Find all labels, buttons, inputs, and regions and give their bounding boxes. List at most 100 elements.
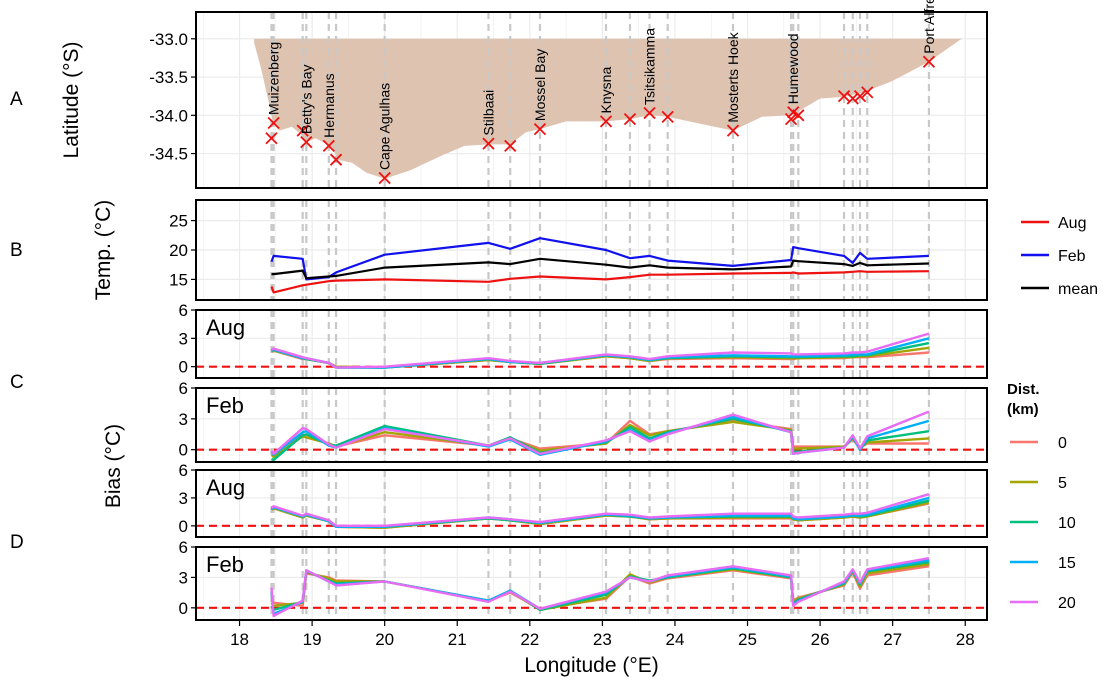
series-line-20 bbox=[270, 410, 930, 455]
legend-label: 20 bbox=[1058, 595, 1076, 612]
site-marker bbox=[504, 139, 517, 153]
town-label: Cape Agulhas bbox=[377, 83, 393, 170]
site-marker bbox=[643, 106, 656, 120]
y-tick-label: -34.0 bbox=[149, 106, 188, 125]
site-marker-stroke bbox=[267, 116, 280, 130]
y-tick-label: 20 bbox=[169, 241, 188, 260]
town-label: Mossel Bay bbox=[532, 49, 548, 121]
series-line-Aug bbox=[270, 270, 929, 294]
site-marker bbox=[482, 137, 495, 150]
legend-label: mean bbox=[1058, 281, 1098, 298]
site-marker-stroke bbox=[300, 135, 313, 149]
x-tick-label: 24 bbox=[665, 630, 684, 649]
town-label: Mosterts Hoek bbox=[725, 31, 741, 122]
site-marker-stroke bbox=[504, 139, 517, 153]
y-tick-label: -33.0 bbox=[149, 30, 188, 49]
site-marker bbox=[661, 110, 674, 123]
panel-c-aug: Aug 0 3 6 bbox=[179, 301, 988, 379]
coastline-land bbox=[254, 38, 962, 179]
x-tick-label: 21 bbox=[448, 630, 467, 649]
town-label: Knysna bbox=[598, 67, 614, 114]
panel-c-feb: Feb 0 3 6 bbox=[179, 379, 988, 463]
y-tick-label: 6 bbox=[179, 301, 188, 320]
site-marker-stroke bbox=[922, 55, 936, 68]
site-marker bbox=[599, 115, 613, 128]
town-label: Humewood bbox=[785, 33, 801, 104]
series-line-20 bbox=[270, 332, 930, 369]
site-marker bbox=[265, 132, 278, 145]
facet-label: Aug bbox=[206, 315, 245, 340]
town-label: Betty's Bay bbox=[298, 64, 314, 134]
site-marker-stroke bbox=[623, 112, 637, 126]
map-panel-border bbox=[195, 11, 988, 189]
legend-label: Aug bbox=[1058, 215, 1086, 232]
y-tick-label: -33.5 bbox=[149, 68, 188, 87]
site-marker bbox=[322, 139, 335, 153]
site-marker-stroke bbox=[861, 86, 874, 99]
panel-label-b: B bbox=[10, 240, 23, 261]
x-tick-label: 25 bbox=[738, 630, 757, 649]
site-marker-stroke bbox=[296, 124, 309, 137]
site-marker-stroke bbox=[853, 90, 867, 103]
x-tick-label: 22 bbox=[520, 630, 539, 649]
site-marker-stroke bbox=[846, 92, 859, 105]
x-axis-label: Longitude (°E) bbox=[524, 654, 658, 677]
site-marker bbox=[837, 90, 851, 103]
y-tick-label: 3 bbox=[179, 568, 188, 587]
series-line-mean bbox=[271, 257, 929, 280]
site-marker bbox=[861, 86, 874, 99]
site-marker bbox=[300, 135, 313, 149]
y-tick-label: 3 bbox=[179, 329, 188, 348]
panel-d-aug-bg bbox=[196, 470, 987, 537]
bias-y-axis-label: Bias (°C) bbox=[102, 424, 125, 508]
temp-legend: Aug Feb mean bbox=[1021, 215, 1098, 298]
dist-legend: Dist. (km) 0 5 10 15 20 bbox=[1007, 381, 1076, 612]
site-marker-stroke bbox=[792, 109, 805, 122]
site-marker-stroke bbox=[265, 132, 278, 145]
legend-label: 5 bbox=[1058, 475, 1067, 492]
x-tick-label: 19 bbox=[303, 630, 322, 649]
site-marker-stroke bbox=[322, 139, 335, 153]
facet-label: Aug bbox=[206, 475, 245, 500]
site-marker-stroke bbox=[599, 115, 613, 128]
legend-title-line2: (km) bbox=[1007, 401, 1039, 418]
town-label: Tsitsikamma bbox=[642, 28, 658, 105]
panel-c-aug-bg bbox=[196, 310, 987, 378]
legend-title-line1: Dist. bbox=[1007, 381, 1040, 398]
legend-label: 10 bbox=[1058, 515, 1076, 532]
site-marker-stroke bbox=[837, 90, 851, 103]
site-marker bbox=[623, 112, 637, 126]
panel-label-c: C bbox=[10, 372, 24, 393]
town-label: Muizenberg bbox=[266, 42, 282, 115]
y-tick-label: 25 bbox=[169, 212, 188, 231]
site-marker bbox=[533, 122, 547, 136]
y-tick-label: 6 bbox=[179, 538, 188, 557]
x-tick-label: 27 bbox=[883, 630, 902, 649]
x-tick-label: 23 bbox=[593, 630, 612, 649]
y-tick-label: 0 bbox=[179, 358, 188, 377]
site-marker bbox=[267, 116, 280, 130]
panel-label-a: A bbox=[10, 89, 23, 110]
site-marker-stroke bbox=[661, 110, 674, 123]
series-line-20 bbox=[270, 493, 930, 527]
site-marker bbox=[792, 109, 805, 122]
panel-c-feb-border bbox=[195, 387, 988, 463]
x-tick-label: 18 bbox=[230, 630, 249, 649]
site-marker bbox=[853, 90, 867, 103]
panel-c-aug-border bbox=[195, 309, 988, 379]
site-marker bbox=[329, 153, 343, 166]
site-marker-stroke bbox=[533, 122, 547, 136]
panel-d-feb-border bbox=[195, 546, 988, 621]
x-axis: 18 19 20 21 22 23 24 25 26 27 28 bbox=[230, 620, 975, 649]
temp-y-axis-label: Temp. (°C) bbox=[92, 200, 115, 301]
panel-b: 15 20 25 bbox=[169, 199, 988, 301]
panel-d-feb: Feb 0 3 6 bbox=[179, 538, 988, 621]
y-tick-label: 3 bbox=[179, 410, 188, 429]
x-tick-label: 20 bbox=[375, 630, 394, 649]
y-tick-label: 0 bbox=[179, 599, 188, 618]
map-panel: Muizenberg Betty's Bay Hermanus Cape Agulha… bbox=[149, 0, 988, 189]
map-y-axis-label: Latitude (°S) bbox=[60, 42, 83, 159]
site-marker-stroke bbox=[643, 106, 656, 120]
town-label: Hermanus bbox=[321, 73, 337, 138]
